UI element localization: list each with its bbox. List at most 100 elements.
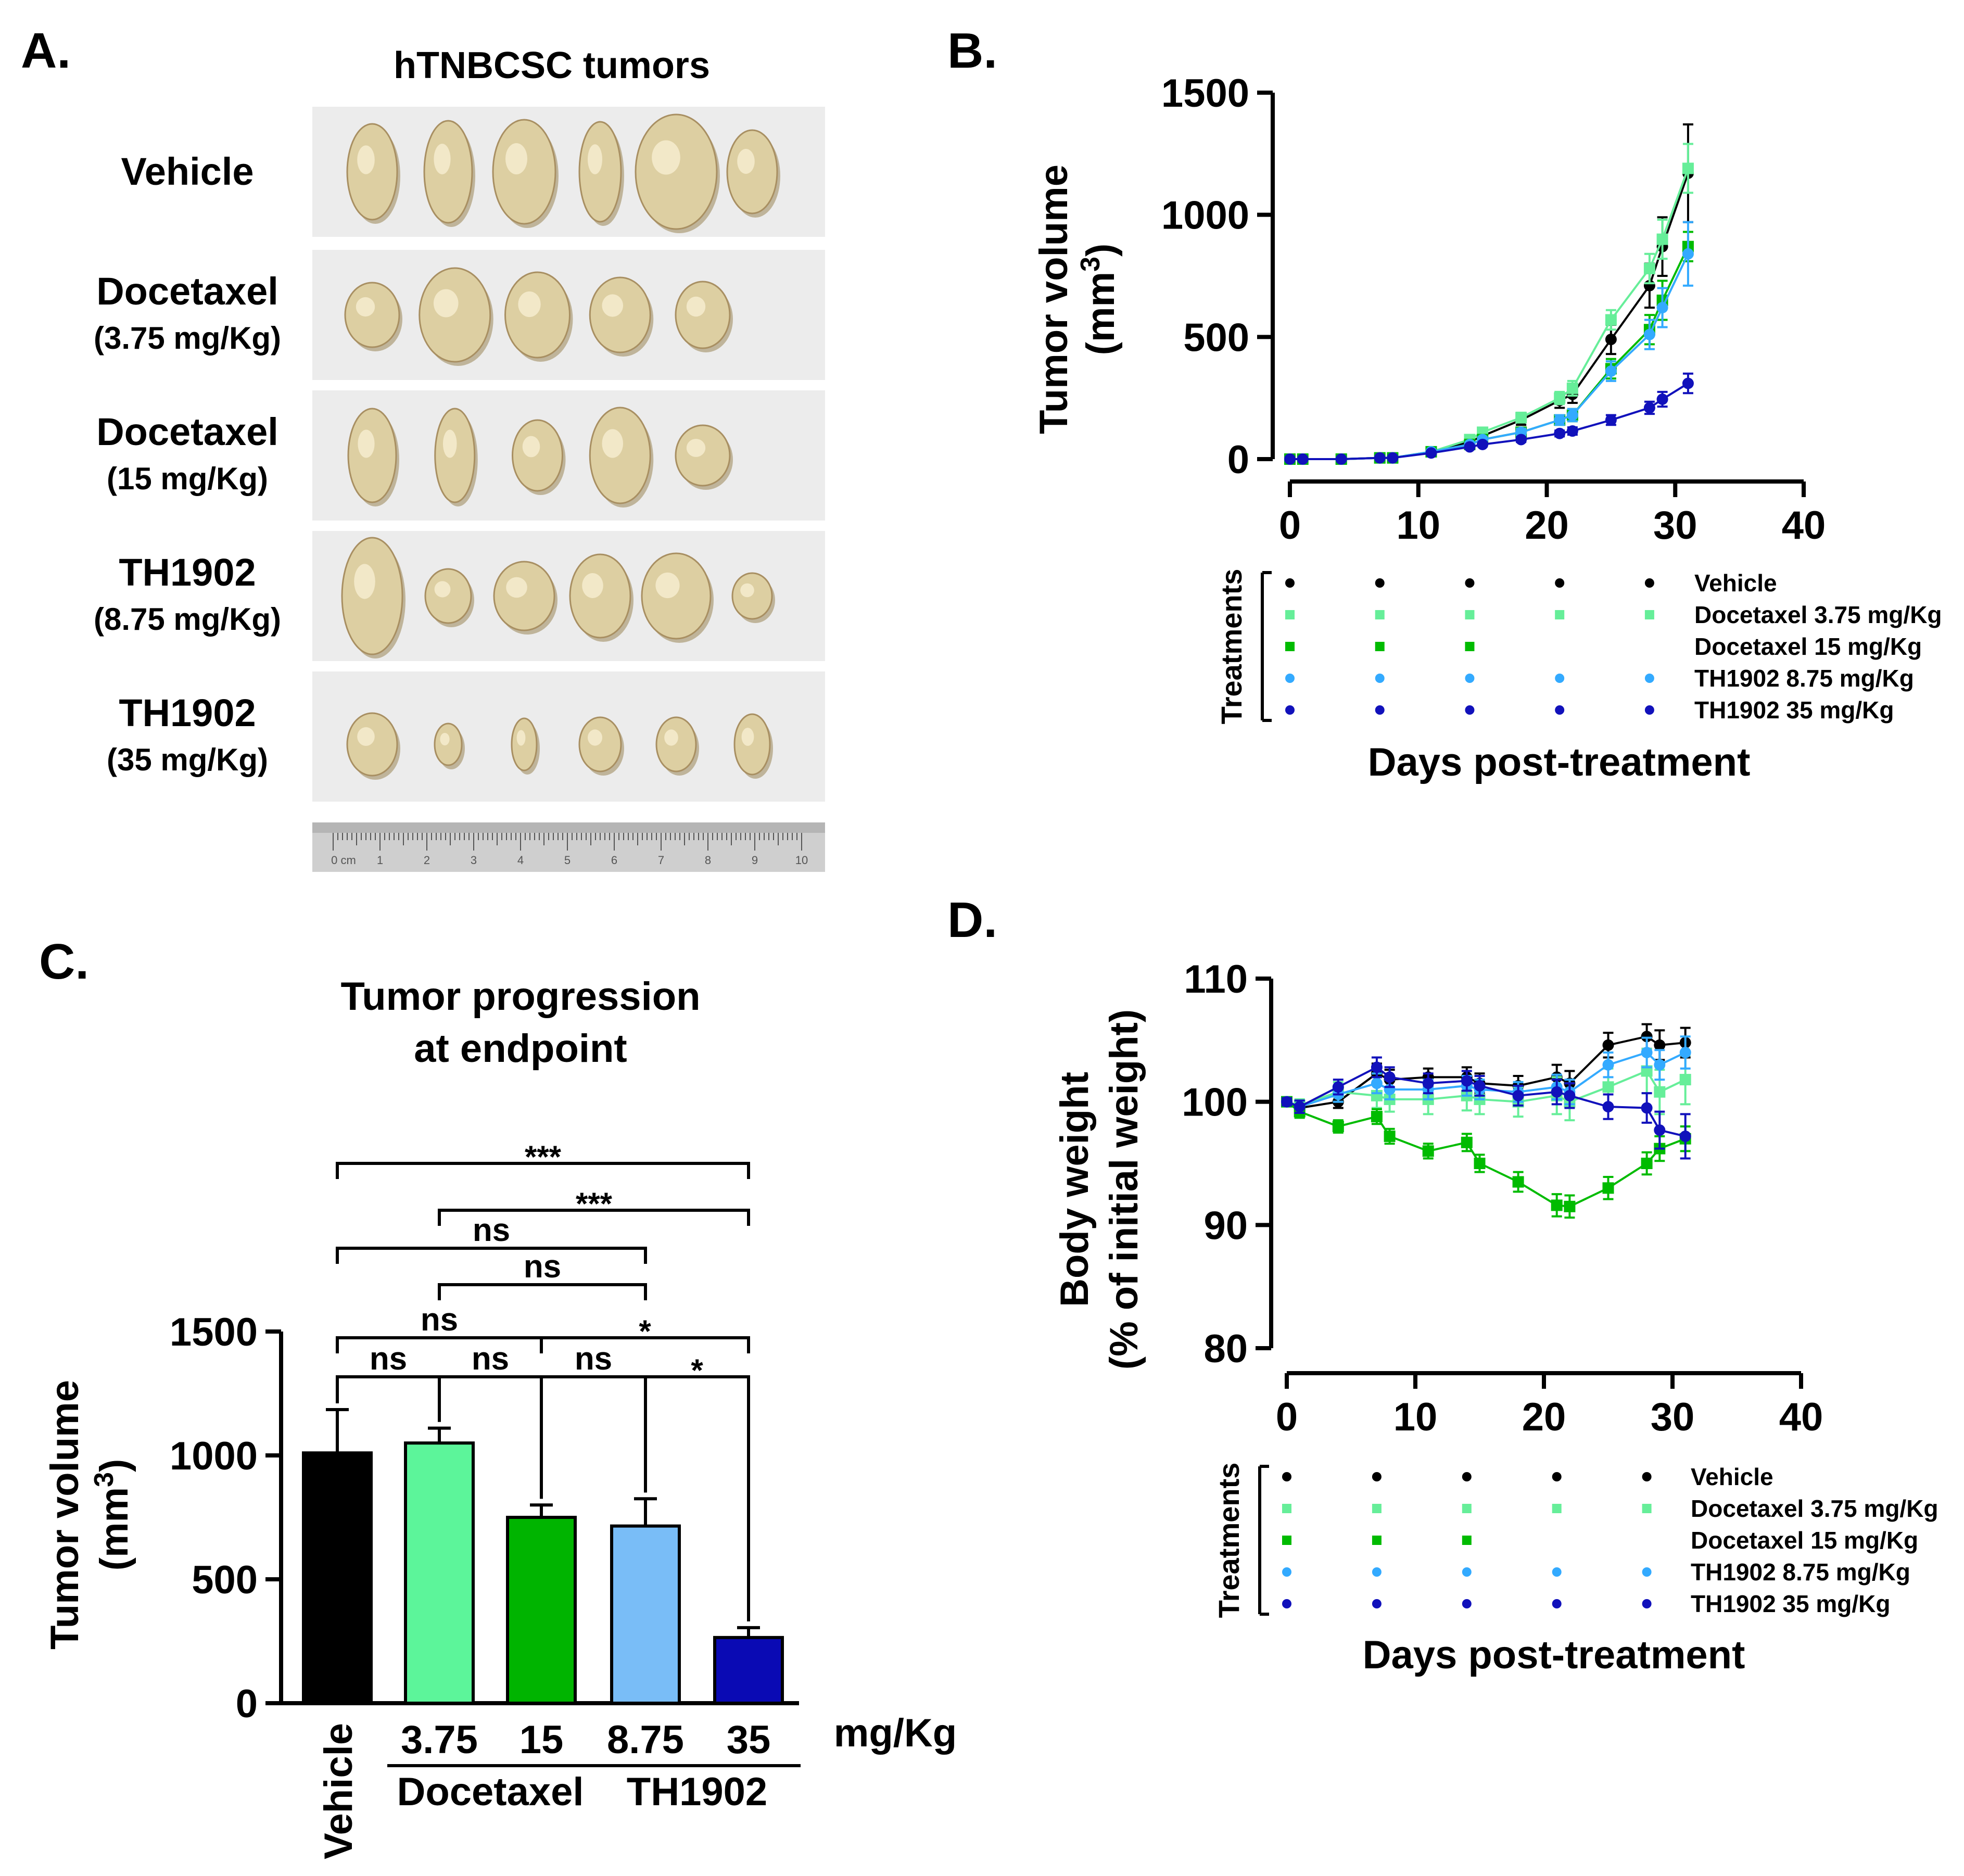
significance-label: * <box>639 1314 651 1349</box>
ruler-label: 1 <box>377 854 383 867</box>
tumor-sample <box>341 537 403 655</box>
data-point <box>1654 1059 1666 1071</box>
tumor-sample <box>512 419 563 492</box>
tumor-highlight <box>686 439 706 457</box>
y-tick-label: 110 <box>1184 957 1248 1002</box>
tumor-highlight <box>655 572 680 599</box>
group-label: Docetaxel <box>397 1770 584 1814</box>
data-point <box>1605 334 1617 346</box>
data-point <box>1551 1199 1563 1211</box>
significance-bracket <box>644 1375 750 1621</box>
data-point <box>1643 262 1655 274</box>
d-ylabel: Body weight <box>1053 1072 1097 1307</box>
category-label: 15 <box>519 1718 564 1762</box>
tumor-sample <box>589 407 651 504</box>
tumor-highlight <box>516 730 526 746</box>
tumor-highlight <box>741 728 754 746</box>
c-ylabel: Tumor volume <box>43 1380 87 1650</box>
significance-label: ns <box>473 1212 510 1248</box>
data-point <box>1643 328 1655 340</box>
dose-marker <box>1282 1536 1291 1545</box>
tumor-sample <box>492 119 556 225</box>
tumor-sample <box>347 408 397 503</box>
data-point <box>1605 314 1617 326</box>
significance-bracket <box>336 1247 647 1264</box>
tumor-sample <box>419 267 491 363</box>
dose-marker <box>1462 1567 1472 1577</box>
data-point <box>1641 1047 1653 1058</box>
x-tick-label: 20 <box>1525 503 1569 548</box>
c-y-tick-label: 500 <box>192 1558 258 1602</box>
data-point <box>1641 1031 1653 1043</box>
data-point <box>1602 1182 1614 1194</box>
dose-marker <box>1372 1567 1382 1577</box>
ruler: 0 cm 1 2 3 4 5 6 7 8 9 10 <box>312 822 825 872</box>
data-point <box>1682 162 1694 174</box>
data-point <box>1474 1158 1486 1169</box>
tumor-highlight <box>356 297 375 317</box>
tumor-highlight <box>588 729 602 746</box>
legend-entry-label: Vehicle <box>1694 569 1777 597</box>
legend-entry-label: Docetaxel 3.75 mg/Kg <box>1691 1495 1938 1522</box>
tumor-sample <box>511 717 538 771</box>
data-point <box>1464 441 1476 453</box>
bar <box>713 1636 784 1705</box>
data-point <box>1294 1101 1306 1113</box>
tumor-highlight <box>522 436 540 458</box>
bar <box>506 1516 577 1705</box>
data-point <box>1554 414 1566 426</box>
category-label: 35 <box>727 1718 771 1762</box>
data-point <box>1422 1145 1434 1157</box>
photo-row-dose: (8.75 mg/Kg) <box>94 602 281 637</box>
bar <box>610 1524 681 1705</box>
x-tick-label: 40 <box>1779 1395 1823 1439</box>
significance-label: ns <box>370 1341 407 1377</box>
photo-row-dose: (35 mg/Kg) <box>107 742 268 777</box>
photo-row-label: Docetaxel <box>96 270 278 313</box>
y-tick-label: 90 <box>1203 1203 1248 1248</box>
x-tick-label: 40 <box>1782 503 1826 548</box>
series-group <box>1284 221 1694 465</box>
tumor-sample <box>344 282 400 348</box>
dose-marker <box>1285 610 1295 619</box>
dose-marker <box>1285 578 1295 588</box>
data-point <box>1554 392 1566 404</box>
legend-entry-label: TH1902 8.75 mg/Kg <box>1694 665 1914 692</box>
photo-row-dose: (3.75 mg/Kg) <box>94 321 281 356</box>
panel-a-title: hTNBCSC tumors <box>394 45 710 86</box>
d-ylabel-line2: (% of initial weight) <box>1102 1009 1146 1370</box>
dose-marker <box>1465 610 1475 619</box>
tumor-volume-line-chart: 0 500 1000 1500 0 10 20 30 40 Tumor volume (mm3)… <box>1032 71 1942 784</box>
data-point <box>1422 1078 1434 1089</box>
data-point <box>1641 1158 1653 1169</box>
data-point <box>1656 394 1668 405</box>
dose-marker <box>1462 1536 1472 1545</box>
data-point <box>1564 1089 1576 1101</box>
dose-marker <box>1642 1599 1652 1608</box>
dose-marker <box>1644 610 1654 619</box>
dose-marker <box>1372 1504 1382 1513</box>
dose-marker <box>1285 642 1295 651</box>
data-point <box>1643 402 1655 414</box>
ruler-label: 9 <box>752 854 758 867</box>
tumor-highlight <box>518 291 541 318</box>
ruler-label: 10 <box>795 854 808 867</box>
ruler-label: 0 cm <box>331 854 356 867</box>
dose-marker <box>1462 1504 1472 1513</box>
photo-row-label: TH1902 <box>119 691 256 734</box>
significance-bracket <box>438 1283 647 1300</box>
data-point <box>1512 1089 1524 1101</box>
photo-row-label: Vehicle <box>121 150 254 193</box>
dose-marker <box>1285 705 1295 715</box>
significance-bracket <box>540 1336 750 1353</box>
data-point <box>1602 1101 1614 1113</box>
data-point <box>1566 425 1578 437</box>
dose-marker <box>1644 674 1654 683</box>
x-tick-label: 0 <box>1276 1395 1298 1439</box>
data-point <box>1654 1039 1666 1051</box>
x-tick-label: 30 <box>1653 503 1697 548</box>
b-xlabel: Days post-treatment <box>1368 740 1751 784</box>
ruler-label: 5 <box>564 854 571 867</box>
dose-marker <box>1465 578 1475 588</box>
dose-marker <box>1555 705 1565 715</box>
